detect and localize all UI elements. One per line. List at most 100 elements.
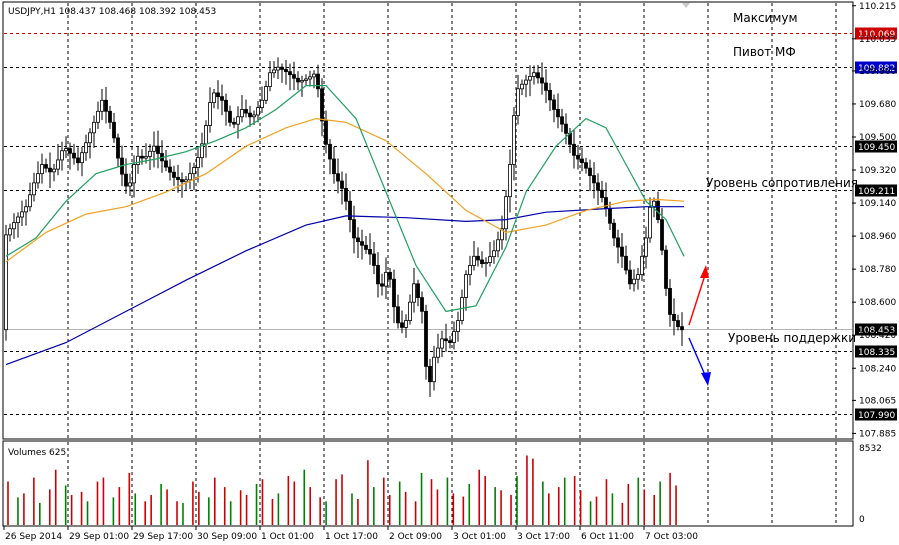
candle-bear bbox=[72, 152, 76, 159]
time-axis: 26 Sep 2014 29 Sep 01:00 29 Sep 17:00 30 Se… bbox=[3, 526, 698, 542]
candle-bull bbox=[136, 155, 140, 165]
candle-bear bbox=[180, 179, 184, 183]
candle-bear bbox=[628, 269, 632, 285]
time-tick-label: 3 Oct 01:00 bbox=[453, 532, 506, 542]
level-price-tag bbox=[855, 140, 897, 153]
scroll-marker-icon[interactable] bbox=[682, 3, 690, 8]
candle-bull bbox=[516, 88, 520, 116]
time-tick-label: 30 Sep 09:00 bbox=[197, 532, 257, 542]
price-tick-label: 109.320 bbox=[859, 166, 896, 176]
candle-bull bbox=[384, 271, 388, 287]
candle-bear bbox=[44, 164, 48, 169]
level-price-label: 109.882 bbox=[858, 64, 895, 74]
candle-bull bbox=[484, 262, 488, 265]
candle-bull bbox=[632, 278, 636, 285]
ma-slow-line bbox=[5, 206, 684, 366]
candle-bear bbox=[580, 158, 584, 164]
candle-bull bbox=[128, 182, 132, 187]
level-price-label: 109.211 bbox=[858, 187, 895, 197]
candle-bear bbox=[336, 173, 340, 182]
candle-bear bbox=[76, 157, 80, 164]
candle-bear bbox=[344, 187, 348, 202]
candle-bear bbox=[448, 340, 452, 343]
candle-bear bbox=[608, 208, 612, 224]
price-tick-label: 108.065 bbox=[859, 396, 896, 406]
candle-bull bbox=[504, 196, 508, 230]
candle-bull bbox=[308, 76, 312, 80]
candle-bear bbox=[548, 89, 552, 101]
candle-bull bbox=[272, 69, 276, 74]
candle-bull bbox=[20, 211, 24, 218]
candle-bear bbox=[376, 265, 380, 285]
price-tick-label: 109.860 bbox=[859, 67, 896, 77]
volume-tick-label: 8532 bbox=[859, 444, 882, 454]
candle-bear bbox=[284, 69, 288, 73]
candle-bear bbox=[48, 167, 52, 173]
candle-bull bbox=[256, 107, 260, 116]
time-tick-label: 6 Oct 11:00 bbox=[581, 532, 634, 542]
candle-bull bbox=[408, 301, 412, 321]
candle-bear bbox=[280, 66, 284, 70]
candles bbox=[4, 57, 684, 398]
candle-bull bbox=[260, 99, 264, 109]
candle-bull bbox=[464, 274, 468, 298]
candle-bear bbox=[596, 182, 600, 191]
candle-bear bbox=[416, 283, 420, 298]
price-tick-label: 109.500 bbox=[859, 133, 896, 143]
candle-bull bbox=[96, 110, 100, 123]
candle-bull bbox=[512, 115, 516, 165]
candle-bear bbox=[592, 175, 596, 184]
candle-bull bbox=[64, 148, 68, 152]
candle-bear bbox=[328, 143, 332, 160]
candle-bull bbox=[276, 66, 280, 71]
candle-bull bbox=[644, 237, 648, 257]
candle-bull bbox=[524, 79, 528, 85]
candle-bear bbox=[664, 249, 668, 289]
candle-bear bbox=[368, 249, 372, 255]
candle-bull bbox=[492, 250, 496, 258]
price-tick-label: 108.240 bbox=[859, 364, 896, 374]
candle-bear bbox=[228, 110, 232, 123]
candle-bull bbox=[468, 265, 472, 276]
candle-bull bbox=[440, 338, 444, 349]
price-tick-label: 107.885 bbox=[859, 429, 896, 439]
candle-bull bbox=[212, 92, 216, 103]
candle-bull bbox=[300, 80, 304, 83]
candle-bull bbox=[268, 72, 272, 87]
candle-bull bbox=[252, 114, 256, 118]
candle-bull bbox=[636, 274, 640, 280]
candle-bull bbox=[32, 182, 36, 196]
candle-bull bbox=[452, 331, 456, 343]
candle-bull bbox=[456, 320, 460, 332]
candle-bear bbox=[620, 246, 624, 257]
candle-bull bbox=[312, 73, 316, 78]
candle-bear bbox=[108, 110, 112, 123]
candle-bear bbox=[584, 162, 588, 169]
candle-bear bbox=[388, 271, 392, 280]
candle-bear bbox=[572, 143, 576, 156]
candle-bull bbox=[208, 102, 212, 126]
candle-bear bbox=[340, 180, 344, 189]
candle-bear bbox=[612, 222, 616, 239]
candle-bull bbox=[532, 72, 536, 77]
candle-bear bbox=[576, 154, 580, 160]
candle-bull bbox=[148, 150, 152, 157]
candle-bull bbox=[56, 159, 60, 170]
candle-bear bbox=[660, 219, 664, 251]
candle-bull bbox=[528, 76, 532, 81]
candle-bear bbox=[320, 88, 324, 122]
candle-bull bbox=[472, 255, 476, 266]
moving-averages bbox=[5, 85, 685, 366]
candle-bear bbox=[656, 200, 660, 220]
volume-axis: 8532 0 bbox=[859, 444, 882, 525]
candle-bull bbox=[240, 109, 244, 118]
level-annotation: Уровень поддержки bbox=[728, 331, 856, 345]
candle-bear bbox=[372, 253, 376, 266]
candle-bull bbox=[652, 200, 656, 208]
candle-bull bbox=[144, 156, 148, 159]
candle-bear bbox=[424, 310, 428, 367]
candle-bull bbox=[88, 132, 92, 144]
candle-bear bbox=[680, 326, 684, 331]
